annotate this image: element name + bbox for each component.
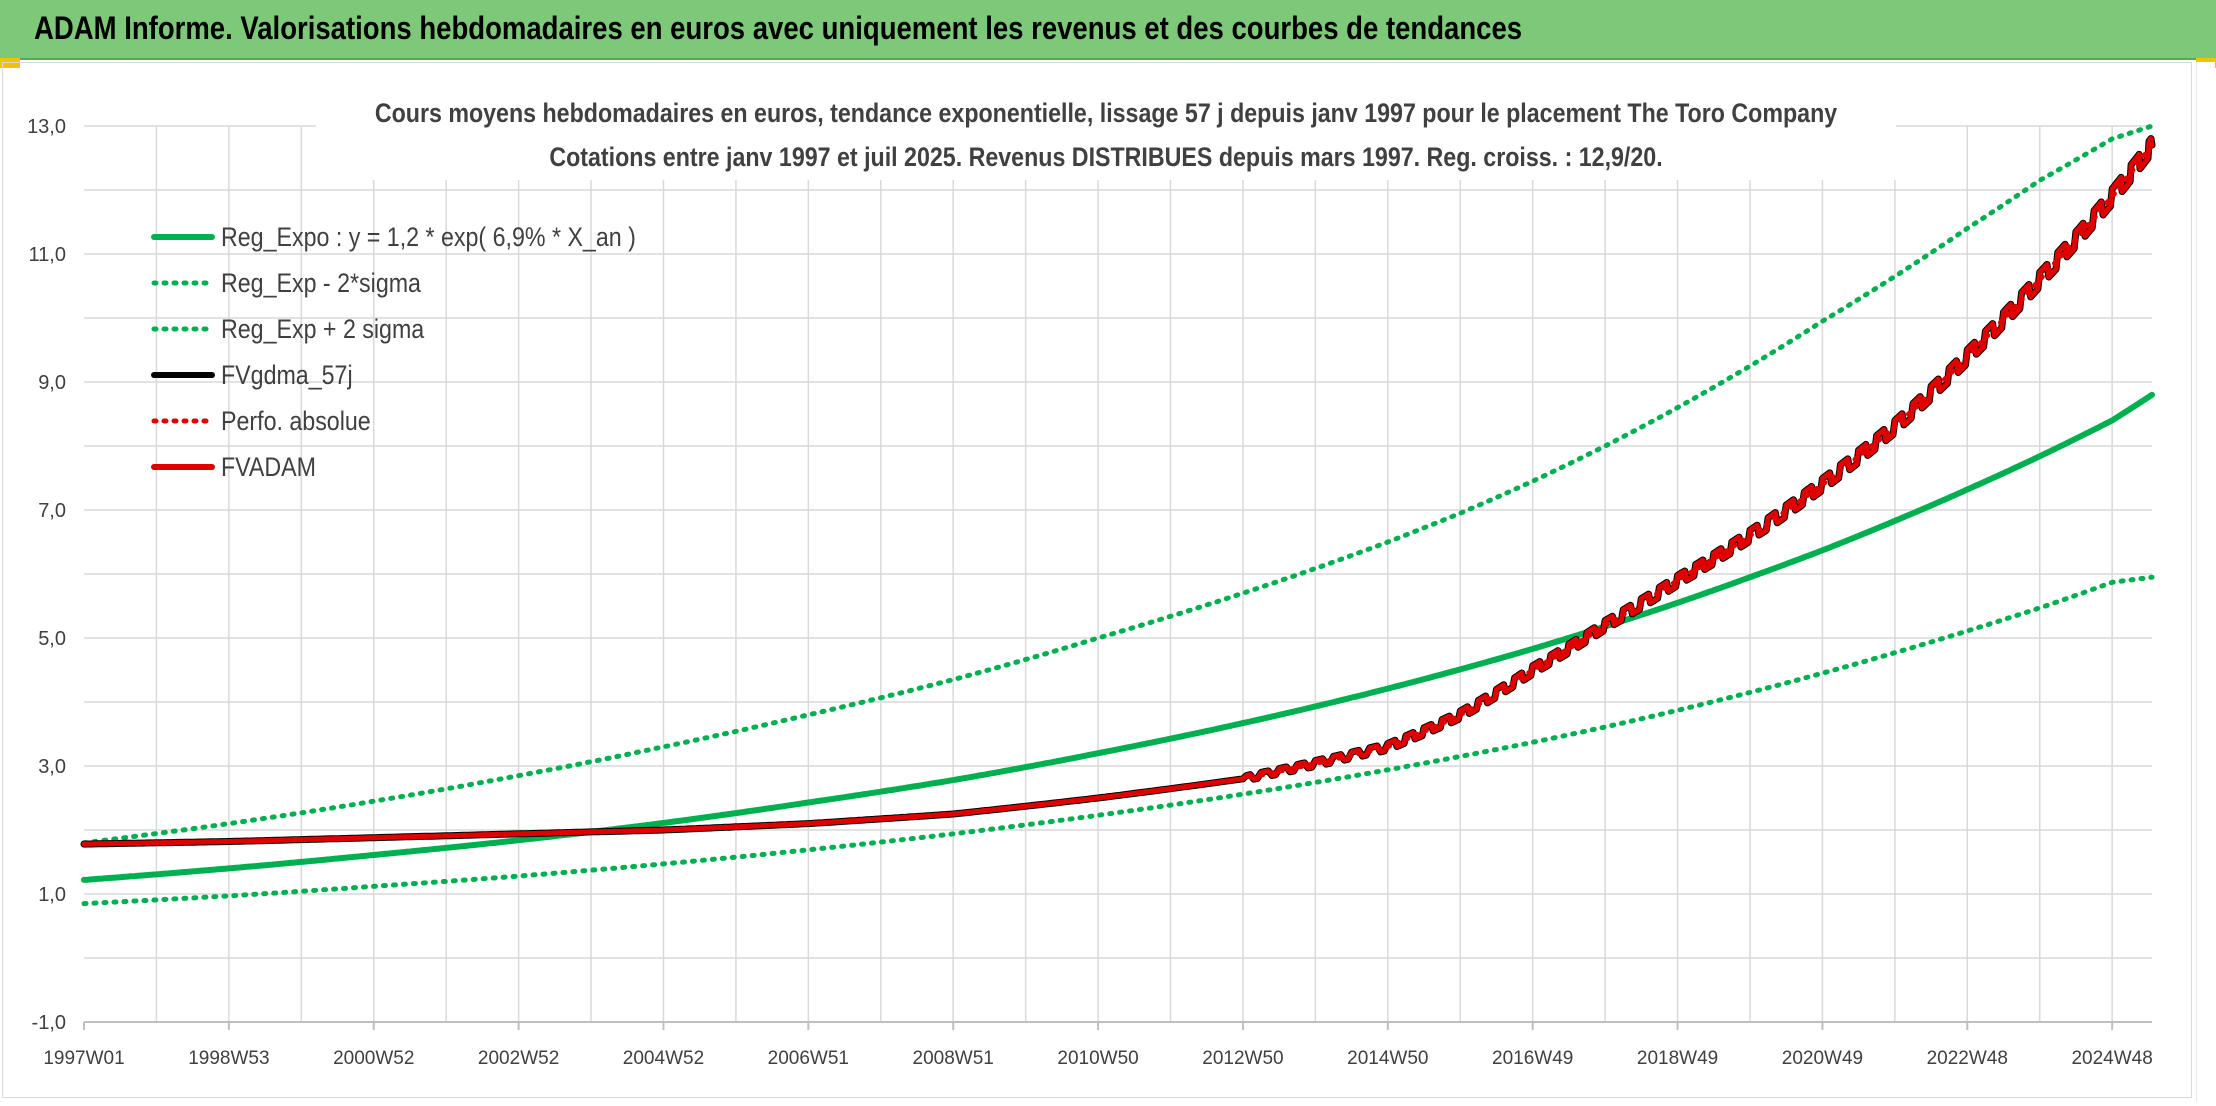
x-tick-label: 2010W50: [1057, 1048, 1138, 1069]
legend-label-6: FVADAM: [221, 452, 316, 482]
legend-label-2: Reg_Exp - 2*sigma: [221, 268, 421, 298]
grid-layer: [84, 125, 2152, 1023]
x-tick-label: 1997W01: [43, 1048, 124, 1069]
title-background: [316, 88, 1896, 180]
x-tick-label: 2022W48: [1927, 1048, 2008, 1069]
chart-frame: [2, 62, 2192, 1098]
y-tick-label: 1,0: [38, 884, 66, 906]
legend-label-5: Perfo. absolue: [221, 406, 371, 436]
legend: Reg_Expo : y = 1,2 * exp( 6,9% * X_an ) R…: [151, 222, 636, 482]
y-tick-label: 13,0: [27, 116, 66, 138]
legend-label-1: Reg_Expo : y = 1,2 * exp( 6,9% * X_an ): [221, 222, 636, 252]
y-tick-label: 11,0: [29, 244, 66, 266]
report-title: ADAM Informe. Valorisations hebdomadaire…: [34, 10, 1523, 46]
x-tick-label: 1998W53: [188, 1048, 269, 1069]
x-tick-label: 2016W49: [1492, 1048, 1573, 1069]
y-tick-label: -1,0: [32, 1012, 66, 1034]
x-tick-label: 2000W52: [333, 1048, 414, 1069]
chart-subtitle: Cotations entre janv 1997 et juil 2025. …: [549, 142, 1662, 172]
x-tick-label: 2008W51: [913, 1048, 994, 1069]
series-layer: [80, 123, 2156, 907]
report-header: ADAM Informe. Valorisations hebdomadaire…: [0, 0, 2216, 60]
x-tick-label: 2006W51: [768, 1048, 849, 1069]
x-tick-label: 2020W49: [1782, 1048, 1863, 1069]
chart-title-block: Cours moyens hebdomadaires en euros, ten…: [316, 88, 1896, 180]
y-tick-label: 5,0: [38, 628, 66, 650]
x-tick-label: 2024W48: [2071, 1048, 2152, 1069]
corner-marker-left: [0, 58, 20, 68]
series-line-2: [81, 574, 2155, 907]
x-tick-label: 2014W50: [1347, 1048, 1428, 1069]
y-tick-label: 3,0: [38, 756, 66, 778]
series-line-3: [81, 123, 2155, 846]
y-tick-label: 7,0: [38, 500, 66, 522]
series-line-6: [81, 136, 2155, 847]
chart-title: Cours moyens hebdomadaires en euros, ten…: [375, 98, 1837, 128]
x-tick-label: 2004W52: [623, 1048, 704, 1069]
x-tick-label: 2012W50: [1202, 1048, 1283, 1069]
legend-label-4: FVgdma_57j: [221, 360, 353, 390]
y-tick-label: 9,0: [38, 372, 66, 394]
x-tick-label: 2018W49: [1637, 1048, 1718, 1069]
right-margin-bar: [2196, 62, 2215, 1102]
axis-layer: -1,0 1,0 3,0 5,0 7,0 9,0 11,0 13,0 1997W01 1998W5…: [27, 116, 2153, 1069]
x-tick-label: 2002W52: [478, 1048, 559, 1069]
legend-label-3: Reg_Exp + 2 sigma: [221, 314, 424, 344]
